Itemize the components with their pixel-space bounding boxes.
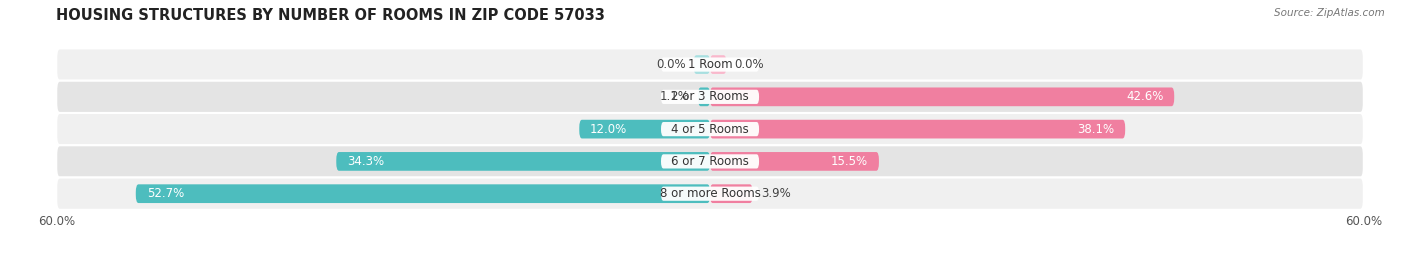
- Legend: Owner-occupied, Renter-occupied: Owner-occupied, Renter-occupied: [575, 264, 845, 269]
- FancyBboxPatch shape: [710, 87, 1174, 106]
- FancyBboxPatch shape: [661, 122, 759, 136]
- Text: Source: ZipAtlas.com: Source: ZipAtlas.com: [1274, 8, 1385, 18]
- FancyBboxPatch shape: [56, 145, 1364, 178]
- Text: 15.5%: 15.5%: [831, 155, 868, 168]
- FancyBboxPatch shape: [693, 55, 710, 74]
- Text: 4 or 5 Rooms: 4 or 5 Rooms: [671, 123, 749, 136]
- FancyBboxPatch shape: [661, 154, 759, 168]
- FancyBboxPatch shape: [661, 90, 759, 104]
- FancyBboxPatch shape: [136, 184, 710, 203]
- Text: 12.0%: 12.0%: [591, 123, 627, 136]
- Text: 8 or more Rooms: 8 or more Rooms: [659, 187, 761, 200]
- Text: 3.9%: 3.9%: [761, 187, 792, 200]
- Text: 52.7%: 52.7%: [146, 187, 184, 200]
- Text: 6 or 7 Rooms: 6 or 7 Rooms: [671, 155, 749, 168]
- FancyBboxPatch shape: [697, 87, 710, 106]
- FancyBboxPatch shape: [661, 58, 759, 72]
- Text: 42.6%: 42.6%: [1126, 90, 1163, 103]
- FancyBboxPatch shape: [710, 152, 879, 171]
- FancyBboxPatch shape: [56, 81, 1364, 113]
- Text: 38.1%: 38.1%: [1077, 123, 1115, 136]
- FancyBboxPatch shape: [579, 120, 710, 139]
- Text: 1 Room: 1 Room: [688, 58, 733, 71]
- FancyBboxPatch shape: [56, 48, 1364, 81]
- FancyBboxPatch shape: [661, 187, 759, 201]
- FancyBboxPatch shape: [336, 152, 710, 171]
- Text: 1.1%: 1.1%: [659, 90, 689, 103]
- FancyBboxPatch shape: [710, 55, 727, 74]
- FancyBboxPatch shape: [56, 178, 1364, 210]
- FancyBboxPatch shape: [710, 184, 752, 203]
- Text: 0.0%: 0.0%: [657, 58, 686, 71]
- Text: 34.3%: 34.3%: [347, 155, 384, 168]
- Text: 2 or 3 Rooms: 2 or 3 Rooms: [671, 90, 749, 103]
- FancyBboxPatch shape: [710, 120, 1125, 139]
- Text: HOUSING STRUCTURES BY NUMBER OF ROOMS IN ZIP CODE 57033: HOUSING STRUCTURES BY NUMBER OF ROOMS IN…: [56, 8, 605, 23]
- FancyBboxPatch shape: [56, 113, 1364, 145]
- Text: 0.0%: 0.0%: [734, 58, 763, 71]
